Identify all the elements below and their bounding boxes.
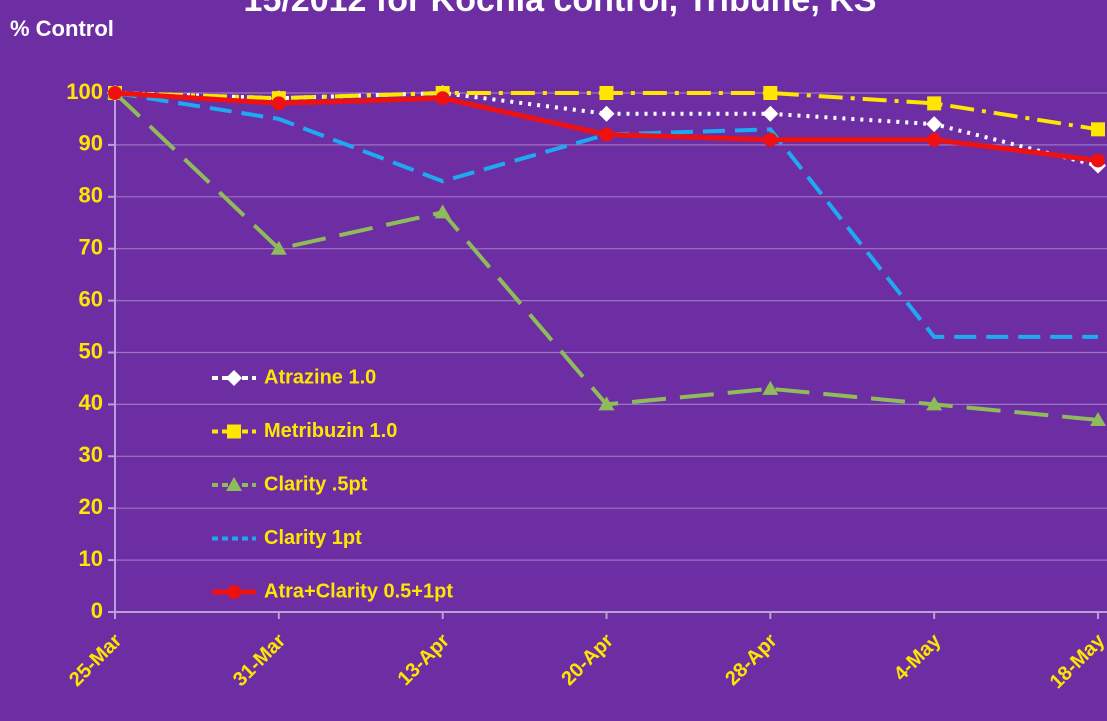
data-point (434, 204, 451, 219)
data-point (926, 116, 943, 133)
data-point (435, 91, 450, 106)
legend-label: Clarity 1pt (264, 527, 362, 549)
data-point (762, 380, 779, 395)
series-line (114, 91, 1098, 339)
data-point (763, 86, 778, 100)
y-axis-label: % Control (10, 16, 114, 41)
y-tick-label: 30 (79, 442, 103, 467)
data-point (108, 86, 122, 100)
data-point (599, 127, 614, 142)
y-tick-label: 70 (79, 235, 103, 260)
y-tick-label: 100 (66, 79, 103, 104)
data-point (1090, 411, 1106, 426)
legend-marker (227, 585, 241, 599)
legend-marker (227, 424, 241, 439)
legend-label: Atra+Clarity 0.5+1pt (264, 580, 453, 602)
data-point (763, 132, 778, 147)
y-tick-label: 10 (79, 546, 103, 571)
data-point (270, 240, 287, 255)
data-point (762, 105, 779, 122)
chart-title: 15/2012 for Kochia control, Tribune, KS (244, 0, 877, 19)
data-point (1091, 122, 1105, 137)
y-tick-label: 60 (79, 286, 103, 311)
data-point (927, 96, 942, 111)
legend-label: Atrazine 1.0 (264, 366, 376, 388)
data-point (927, 132, 942, 147)
legend-marker (226, 370, 242, 386)
y-tick-label: 20 (79, 494, 103, 519)
data-point (1091, 153, 1105, 168)
data-point (598, 396, 615, 411)
legend-label: Metribuzin 1.0 (264, 420, 397, 442)
y-tick-label: 90 (79, 131, 103, 156)
data-point (598, 105, 615, 122)
y-tick-label: 80 (79, 183, 103, 208)
y-tick-label: 40 (79, 390, 103, 415)
data-point (926, 396, 943, 411)
legend-marker (226, 477, 242, 491)
y-tick-label: 0 (91, 598, 103, 623)
data-point (599, 86, 614, 100)
y-tick-label: 50 (79, 338, 103, 363)
data-point (271, 96, 286, 111)
legend-label: Clarity .5pt (264, 473, 368, 495)
